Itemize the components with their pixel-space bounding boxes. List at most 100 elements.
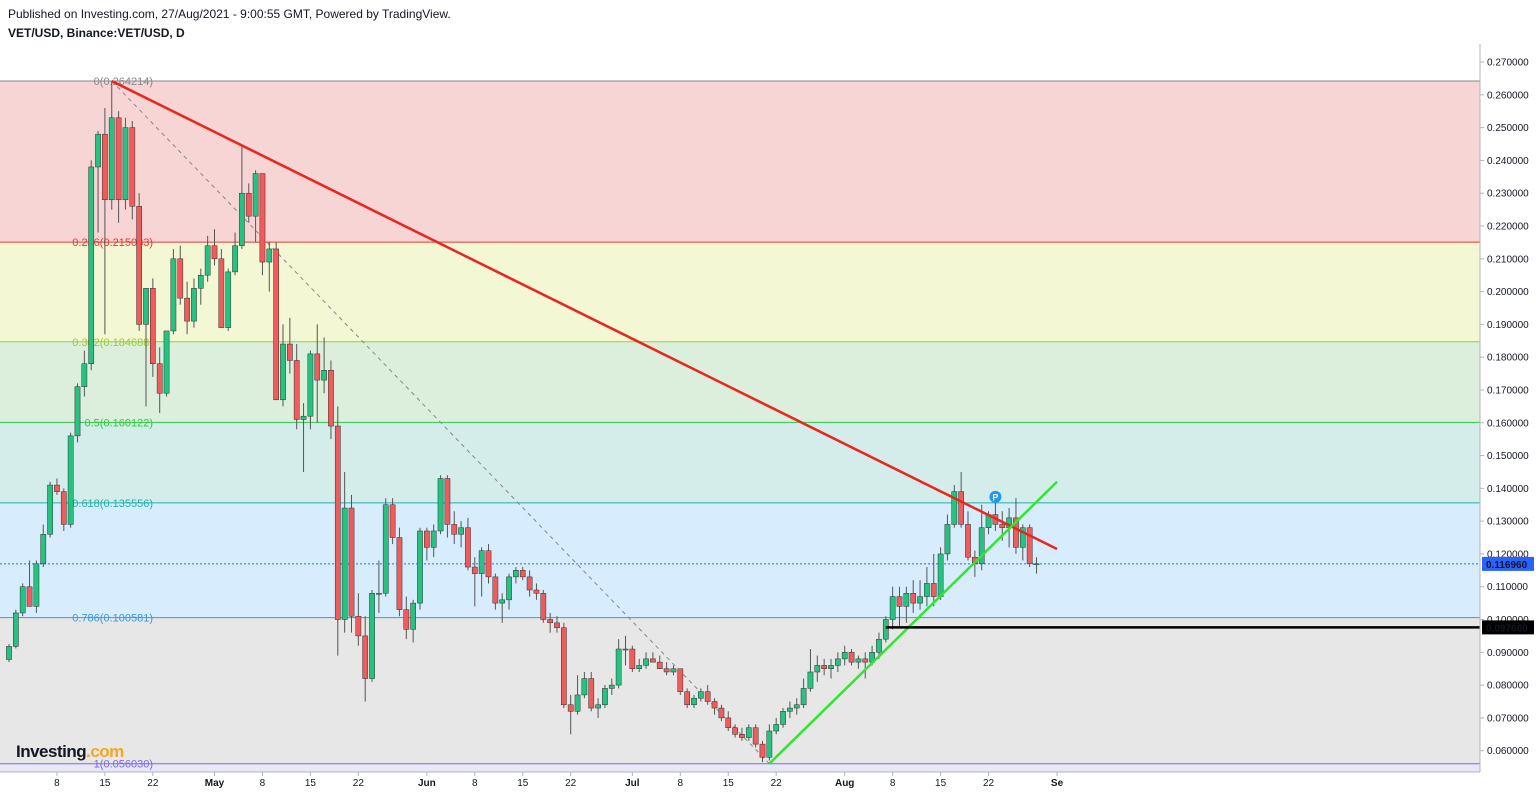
candle-body [533,589,540,594]
price-tick-label: 0.060000 [1487,746,1529,757]
time-tick-label: 22 [353,778,365,789]
candle-body [102,133,108,201]
candle-body [554,622,560,628]
candle-body [74,386,81,437]
candle-body [835,658,841,666]
last-price-badge [1482,556,1534,571]
price-tick-label: 0.070000 [1487,713,1529,724]
candle-body [184,297,190,322]
candle-body [526,576,533,591]
fib-band-bottom [0,763,1480,772]
price-tick-label: 0.160000 [1487,418,1529,429]
downtrend-line [111,79,1058,551]
candle-body [95,133,101,168]
candle-body [382,504,389,594]
candle-body [1026,527,1033,565]
candle-body [451,524,458,535]
candle-body [773,724,780,732]
candle-body [156,363,163,394]
candle-body [19,586,26,614]
candle-body [807,671,814,689]
candle-body [567,704,574,712]
uptrend-line [768,480,1058,765]
price-tick-label: 0.180000 [1487,353,1529,364]
candle-body [588,678,595,709]
candle-body [396,537,403,610]
candle-body [643,658,649,666]
candle-body [245,192,252,217]
candle-body [519,570,526,578]
candle-body [732,727,738,735]
candle-body [67,435,74,525]
time-tick-label: 15 [935,778,947,789]
candle-body [704,691,711,702]
candle-body [437,478,444,532]
candle-body [458,527,464,535]
time-tick-label: 15 [305,778,317,789]
support-price-badge [1482,620,1534,635]
time-tick-label: 22 [771,778,783,789]
candle-body [60,491,67,525]
candle-body [403,609,410,630]
candle-body [711,701,718,709]
candle-body [650,658,656,663]
candle-body [574,694,581,712]
candle-body [410,602,416,630]
price-tick-label: 0.270000 [1487,58,1529,69]
candle-body [677,668,684,692]
price-tick-label: 0.190000 [1487,320,1529,331]
candle-body [547,619,553,624]
candle-body [725,717,732,728]
time-tick-label: 22 [147,778,159,789]
candle-body [225,271,232,328]
candle-body [499,599,506,604]
candle-body [465,527,471,568]
candle-body [47,484,53,535]
candle-body [136,206,143,325]
price-tick-label: 0.200000 [1487,287,1529,298]
price-tick-label: 0.260000 [1487,90,1529,101]
price-axis: 0.270000 0.260000 0.250000 0.240000 0.230000… [1479,44,1534,772]
candle-body [287,343,293,361]
candle-body [622,648,629,651]
candle-body [951,491,958,525]
fib-level-label-6: 1(0.056030) [94,759,153,771]
candle-body [293,360,300,420]
candle-body [300,415,307,420]
candle-body [54,484,60,492]
candle-body [924,583,930,597]
candle-body [841,652,848,660]
candle-body [177,258,184,299]
candle-body [787,707,793,712]
pattern-marker-label: P [992,492,998,502]
candle-body [150,288,156,364]
candle-body [328,370,334,427]
fib-diagonal-line [111,80,770,765]
candle-body [821,665,827,669]
pattern-marker-icon [989,490,1002,503]
candle-body [766,730,773,758]
time-tick-label: 8 [890,778,896,789]
candle-body [430,530,437,548]
candle-body [170,258,177,332]
candle-body [656,661,663,669]
candle-body [999,524,1006,528]
candle-body [218,258,225,328]
fib-level-label-2: 0.382(0.184688) [72,337,153,349]
candle-body [958,491,964,525]
fib-level-label-0: 0(0.264214) [94,76,153,88]
candle-body [492,576,499,604]
candle-body [259,173,266,263]
candle-body [13,612,19,647]
published-note: Published on Investing.com, 27/Aug/2021 … [8,7,451,21]
candle-body [362,635,369,679]
price-tick-label: 0.110000 [1487,582,1528,593]
candle-body [273,248,279,401]
candle-body [506,576,512,601]
candle-body [759,743,766,758]
support-price-label: 0.097600 [1486,623,1528,634]
fib-level-label-4: 0.618(0.135556) [72,498,153,510]
candle-body [615,648,622,686]
candle-body [561,627,567,706]
